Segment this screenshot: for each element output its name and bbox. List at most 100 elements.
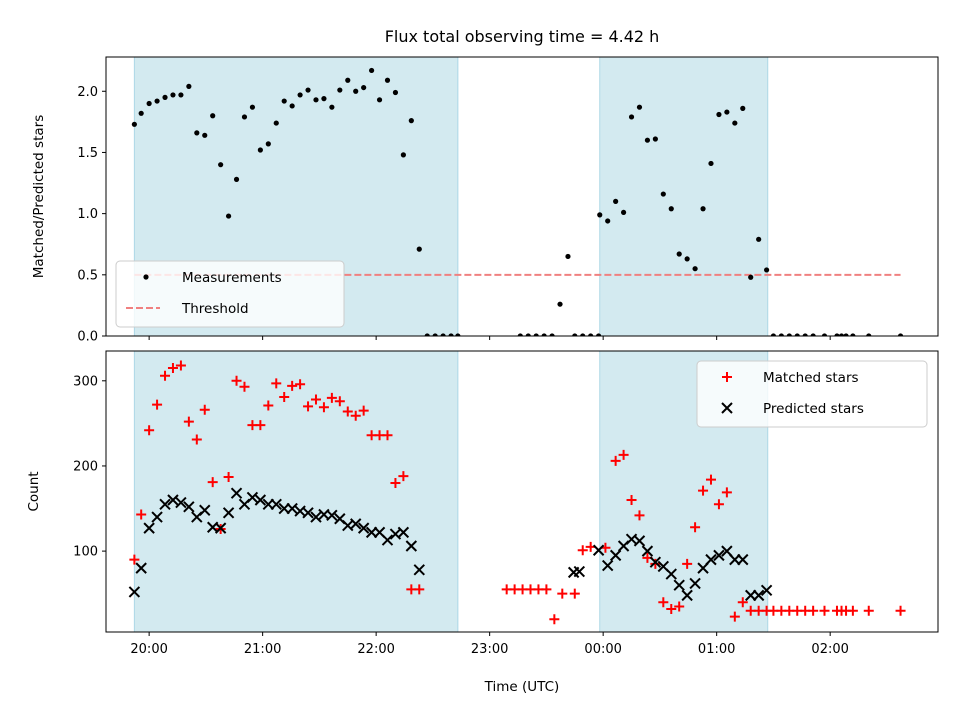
legend-box [696, 360, 928, 428]
axes-frame [105, 56, 939, 337]
matched-point [207, 477, 218, 488]
matched-point [713, 499, 724, 510]
measurement-point [369, 67, 375, 74]
measurement-point [162, 94, 168, 100]
matched-point [895, 605, 906, 616]
measurement-point [249, 104, 256, 110]
measurement-point [131, 121, 137, 127]
predicted-point [673, 579, 685, 591]
predicted-point [413, 564, 425, 576]
observing-window [599, 57, 769, 336]
measurement-point [565, 253, 571, 260]
matched-point [737, 597, 748, 608]
measurement-point [186, 83, 192, 89]
matched-point [569, 588, 580, 599]
measurement-point [843, 333, 849, 336]
measurement-point [620, 209, 627, 216]
measurement-point [384, 77, 391, 83]
matched-point [271, 378, 282, 389]
matched-point [334, 396, 345, 407]
matched-point [223, 472, 234, 483]
predicted-point [246, 491, 259, 504]
measurement-point [597, 212, 603, 218]
matched-point [167, 363, 178, 374]
measurement-point [353, 88, 359, 94]
measurement-point [596, 333, 602, 336]
predicted-point [641, 545, 654, 557]
predicted-point [665, 568, 677, 580]
predicted-point [199, 504, 211, 516]
legend: Matched stars Predicted stars [696, 360, 928, 428]
matched-point [279, 391, 290, 402]
matched-point [136, 509, 147, 520]
measurement-point [202, 132, 208, 138]
y-tick-label: 300 [73, 374, 98, 389]
measurement-point [178, 92, 184, 98]
y-tick-label: 1.5 [77, 146, 98, 161]
legend-label: Measurements [182, 270, 282, 286]
x-tick-label: 22:00 [357, 642, 394, 657]
measurement-point [400, 152, 406, 158]
predicted-point [633, 535, 646, 547]
measurement-point [321, 96, 327, 102]
measurement-point [170, 92, 176, 98]
predicted-point [326, 509, 338, 522]
measurement-point [361, 84, 367, 91]
measurement-point [557, 301, 563, 307]
measurement-point [241, 114, 248, 120]
matched-point [175, 360, 186, 371]
matched-point [690, 522, 701, 533]
measurement-point [700, 206, 706, 212]
matched-point [577, 545, 588, 556]
predicted-point [689, 577, 701, 590]
measurement-point [432, 333, 438, 336]
measurement-point [838, 333, 845, 336]
measurement-point [337, 87, 343, 93]
y-tick-label: 2.0 [77, 85, 98, 100]
matched-point [808, 605, 819, 616]
measurement-point [257, 147, 263, 153]
predicted-point [609, 549, 622, 562]
legend-label: Matched stars [763, 370, 859, 386]
matched-point [819, 605, 830, 616]
measurement-point [572, 333, 578, 336]
measurement-point [794, 333, 800, 336]
predicted-point [230, 487, 243, 499]
matched-point [255, 420, 266, 431]
measurement-point [233, 176, 240, 182]
plot-area [128, 351, 906, 632]
predicted-point [310, 511, 322, 523]
legend-handle [722, 372, 732, 382]
x-tick-label: 21:00 [244, 642, 281, 657]
axes-frame [105, 350, 939, 633]
y-tick-label: 0.5 [77, 268, 98, 283]
measurement-point [448, 333, 454, 336]
measurement-point [329, 104, 335, 110]
measurement-point [708, 160, 714, 167]
measurement-point [525, 333, 531, 336]
y-tick-label: 0.0 [77, 330, 98, 345]
predicted-point [167, 494, 179, 506]
predicted-point [737, 553, 749, 566]
predicted-point [381, 534, 394, 546]
measurement-point [652, 136, 658, 142]
measurement-point [297, 92, 303, 98]
measurement-point [764, 267, 770, 273]
predicted-point [760, 584, 773, 596]
legend-label: Predicted stars [763, 401, 864, 417]
matched-point [557, 588, 568, 599]
measurement-point [778, 333, 784, 336]
predicted-point [254, 494, 267, 506]
matched-point [618, 449, 629, 460]
measurement-point [549, 333, 555, 336]
measurement-point [850, 333, 856, 336]
matched-point [160, 370, 171, 381]
matched-point [634, 510, 645, 521]
measurement-point [194, 130, 200, 136]
y-tick-label: 200 [73, 459, 98, 474]
predicted-point [397, 526, 410, 539]
matched-point [729, 611, 740, 622]
predicted-point [286, 502, 298, 515]
legend: Measurements Threshold [115, 260, 345, 328]
predicted-point [128, 586, 141, 598]
